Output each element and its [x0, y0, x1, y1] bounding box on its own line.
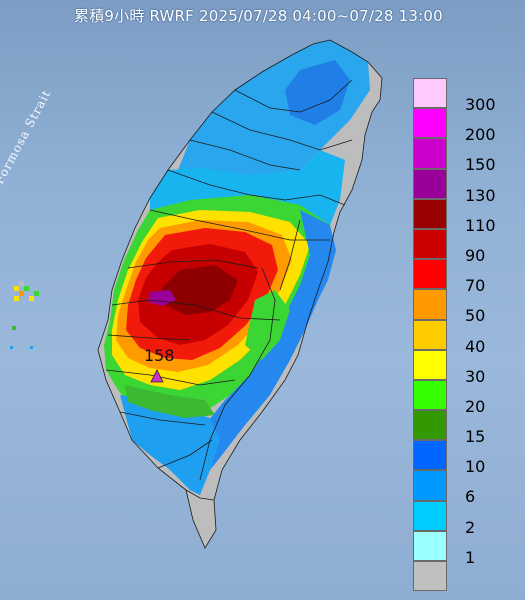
legend-row: 10 [413, 440, 521, 476]
legend-row: 150 [413, 138, 521, 174]
legend-swatch [413, 108, 447, 139]
legend-label: 10 [465, 457, 486, 477]
legend-row: 110 [413, 198, 521, 235]
legend-label: 200 [465, 125, 496, 145]
legend-label: 110 [465, 215, 496, 235]
legend-label: 6 [465, 487, 476, 507]
legend-label: 130 [465, 185, 496, 205]
legend-swatch [413, 410, 447, 441]
legend-row: 70 [413, 259, 521, 295]
legend-row: 300 [413, 78, 521, 114]
peak-value-label: 158 [144, 346, 175, 365]
legend-swatch [413, 319, 447, 350]
legend-label: 30 [465, 366, 486, 386]
legend-label: 1 [465, 547, 476, 567]
legend-label: 70 [465, 276, 486, 296]
legend-swatch [413, 168, 447, 199]
legend-row: 2 [413, 500, 521, 537]
legend-row: 1 [413, 530, 521, 567]
legend-row: 200 [413, 108, 521, 144]
legend-label: 50 [465, 306, 486, 326]
legend-swatch [413, 379, 447, 411]
legend-row: 15 [413, 410, 521, 446]
peak-marker [150, 369, 164, 383]
legend-row: 50 [413, 289, 521, 325]
rain-zone-south-green [125, 385, 215, 418]
legend-label: 150 [465, 155, 496, 175]
legend-row: 6 [413, 470, 521, 506]
legend-swatch [413, 561, 447, 592]
rain-zone-maroon [162, 265, 238, 315]
legend-label: 90 [465, 245, 486, 265]
rainfall-legend: 300 200 150 130 110 90 70 50 40 30 20 15… [413, 78, 521, 592]
legend-swatch [413, 198, 447, 229]
legend-swatch [413, 228, 447, 260]
legend-swatch [413, 138, 447, 169]
legend-label: 20 [465, 396, 486, 416]
map-title: 累積9小時 RWRF 2025/07/28 04:00~07/28 13:00 [74, 7, 443, 25]
legend-swatch [413, 289, 447, 320]
legend-label: 40 [465, 336, 486, 356]
legend-swatch [413, 440, 447, 471]
legend-row: 130 [413, 168, 521, 205]
legend-row: 30 [413, 349, 521, 386]
legend-swatch [413, 259, 447, 290]
legend-label: 2 [465, 517, 476, 537]
legend-swatch [413, 349, 447, 380]
legend-row: 20 [413, 379, 521, 416]
legend-row: 40 [413, 319, 521, 356]
penghu-islands [10, 281, 39, 349]
legend-row: 90 [413, 228, 521, 265]
county-boundaries [97, 39, 383, 549]
legend-swatch [413, 470, 447, 501]
legend-swatch [413, 500, 447, 531]
legend-row [413, 561, 521, 592]
rain-zone-north-dark [285, 60, 350, 125]
legend-label: 300 [465, 95, 496, 114]
rain-zone-south [120, 395, 220, 495]
legend-label: 15 [465, 427, 486, 447]
rain-zone-east-green [245, 290, 290, 360]
rain-zone-east [200, 210, 336, 470]
legend-swatch [413, 530, 447, 561]
legend-swatch [413, 78, 447, 109]
